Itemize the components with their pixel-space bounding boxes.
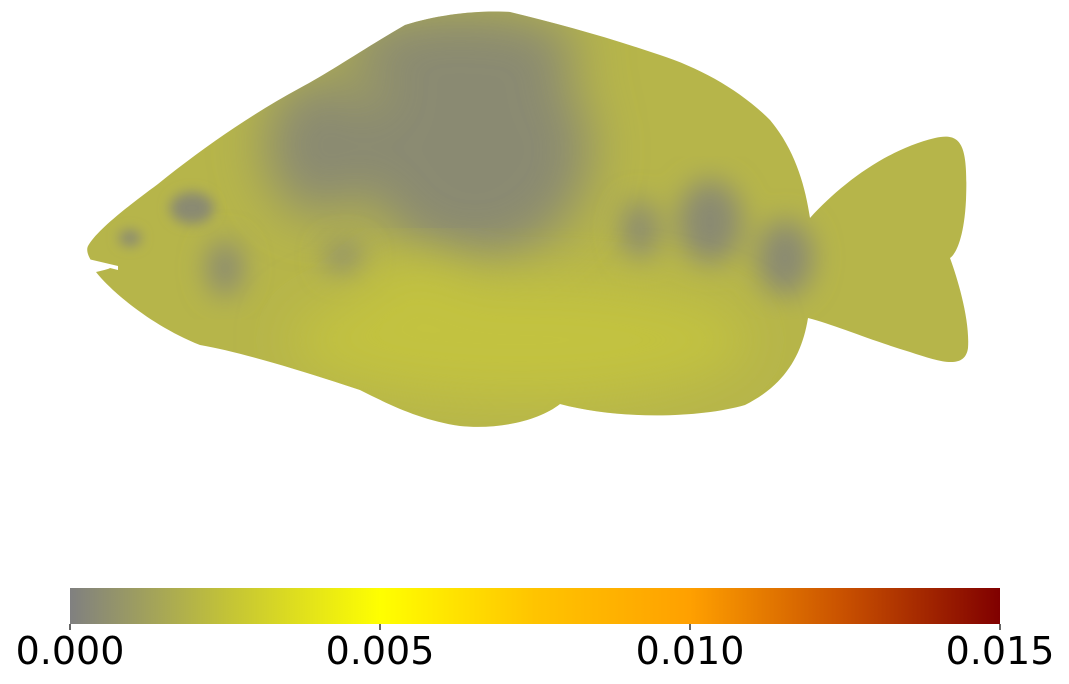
- surface-patch-pectoral: [360, 257, 480, 333]
- fish-mouth-gap: [84, 258, 118, 270]
- surface-patch-mid: [622, 200, 658, 260]
- colorbar: 0.000 0.005 0.010 0.015: [16, 588, 1055, 673]
- fish-surface: [84, 11, 969, 427]
- surface-patch-tailbase: [757, 220, 813, 296]
- colorbar-tick-label: 0.005: [326, 629, 435, 673]
- colorbar-tick-label: 0.015: [946, 629, 1055, 673]
- surface-patch-back: [360, 40, 590, 260]
- colorbar-gradient: [70, 588, 1000, 624]
- colorbar-tick-label: 0.010: [636, 629, 745, 673]
- surface-patch-top: [340, 11, 580, 90]
- surface-patch-cheek: [207, 240, 243, 296]
- colorbar-tick-label: 0.000: [16, 629, 125, 673]
- colorbar-ticks: 0.000 0.005 0.010 0.015: [16, 624, 1055, 673]
- surface-patch-fin: [325, 242, 365, 274]
- surface-patch-rear: [678, 180, 742, 264]
- surface-patch-upper: [265, 75, 375, 215]
- surface-patch-belly: [290, 280, 750, 400]
- surface-patch-nostril: [119, 230, 141, 246]
- surface-patch-eye: [170, 192, 214, 224]
